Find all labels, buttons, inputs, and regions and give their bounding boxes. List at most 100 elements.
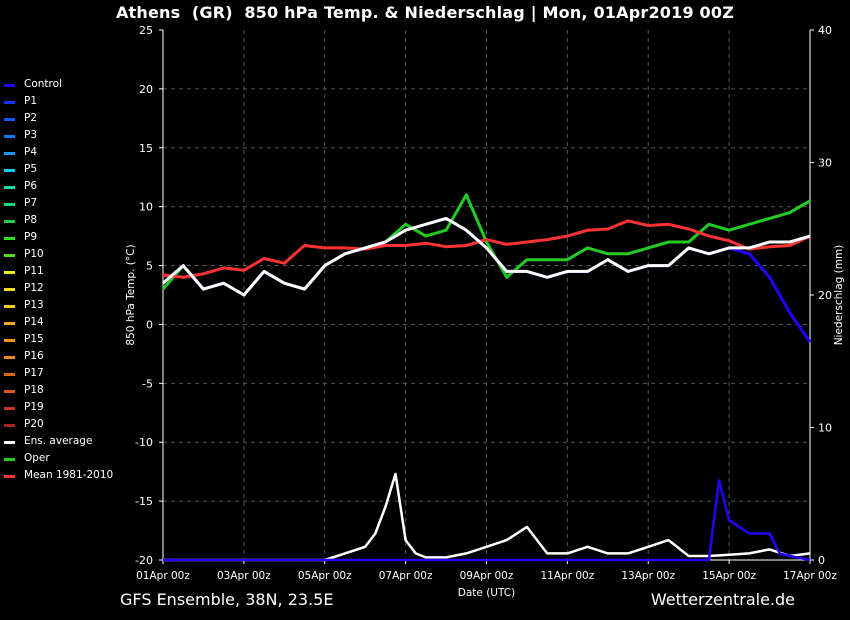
legend-item: P1 (4, 93, 113, 110)
legend-swatch (4, 186, 15, 189)
legend-label: P16 (24, 350, 44, 362)
legend-label: P9 (24, 231, 38, 243)
y2-tick-label: 10 (818, 422, 832, 435)
x-tick-label: 07Apr 00z (379, 570, 433, 582)
legend-label: P19 (24, 401, 44, 413)
y-tick-label: 5 (146, 260, 153, 273)
legend-swatch (4, 254, 15, 257)
x-tick-label: 03Apr 00z (217, 570, 271, 582)
legend-item: P14 (4, 314, 113, 331)
legend-label: P13 (24, 299, 44, 311)
legend-item: P16 (4, 348, 113, 365)
legend-label: P15 (24, 333, 44, 345)
x-tick-label: 11Apr 00z (541, 570, 595, 582)
y-tick-label: 0 (146, 318, 153, 331)
x-tick-label: 13Apr 00z (621, 570, 675, 582)
legend-label: P17 (24, 367, 44, 379)
legend-swatch (4, 220, 15, 223)
legend-item: P15 (4, 331, 113, 348)
legend-item: P5 (4, 161, 113, 178)
legend-swatch (4, 390, 15, 393)
chart-title: Athens (GR) 850 hPa Temp. & Niederschlag… (115, 3, 735, 22)
temp-line-mean-1981-2010 (162, 219, 811, 279)
legend-swatch (4, 135, 15, 138)
legend-label: P8 (24, 214, 38, 226)
source-caption: Wetterzentrale.de (650, 590, 795, 609)
legend-item: P12 (4, 280, 113, 297)
x-tick-label: 09Apr 00z (460, 570, 514, 582)
y-tick-label: 20 (139, 83, 153, 96)
y-tick-label: 10 (139, 201, 153, 214)
legend-label: P3 (24, 129, 38, 141)
legend-label: P18 (24, 384, 44, 396)
legend-label: P5 (24, 163, 38, 175)
legend-label: P14 (24, 316, 44, 328)
legend-item: P3 (4, 127, 113, 144)
legend-label: P4 (24, 146, 38, 158)
legend-swatch (4, 441, 15, 444)
y-tick-label: 25 (139, 24, 153, 37)
y-tick-label: -20 (135, 554, 153, 567)
legend-swatch (4, 322, 15, 325)
legend-item: P9 (4, 229, 113, 246)
y-tick-label: -10 (135, 436, 153, 449)
legend-label: P12 (24, 282, 44, 294)
legend-swatch (4, 237, 15, 240)
legend-label: Ens. average (24, 435, 93, 447)
legend-swatch (4, 118, 15, 121)
legend-swatch (4, 339, 15, 342)
legend-swatch (4, 407, 15, 410)
legend-item: P17 (4, 365, 113, 382)
legend-label: P6 (24, 180, 38, 192)
legend-label: P7 (24, 197, 38, 209)
legend-swatch (4, 458, 15, 461)
y-tick-label: -5 (142, 377, 153, 390)
legend-item: P20 (4, 416, 113, 433)
y-tick-label: 15 (139, 142, 153, 155)
y2-tick-label: 30 (818, 157, 832, 170)
x-tick-label: 05Apr 00z (298, 570, 352, 582)
legend-label: P2 (24, 112, 38, 124)
legend-swatch (4, 305, 15, 308)
legend-item: P2 (4, 110, 113, 127)
y-tick-label: -15 (135, 495, 153, 508)
legend-item: Control (4, 76, 113, 93)
x-tick-label: 17Apr 00z (783, 570, 837, 582)
precip-line-ens-average (163, 472, 811, 562)
legend-swatch (4, 203, 15, 206)
x-axis-label: Date (UTC) (458, 587, 515, 599)
legend-item: P10 (4, 246, 113, 263)
legend-item: Ens. average (4, 433, 113, 450)
legend-item: P19 (4, 399, 113, 416)
legend-item: Oper (4, 450, 113, 467)
legend-swatch (4, 356, 15, 359)
y2-tick-label: 0 (818, 554, 825, 567)
y2-tick-label: 20 (818, 289, 832, 302)
legend-swatch (4, 475, 15, 478)
legend-swatch (4, 288, 15, 291)
legend-item: P4 (4, 144, 113, 161)
legend-swatch (4, 101, 15, 104)
x-tick-label: 15Apr 00z (702, 570, 756, 582)
legend-item: P11 (4, 263, 113, 280)
legend-item: P6 (4, 178, 113, 195)
model-caption: GFS Ensemble, 38N, 23.5E (120, 590, 334, 609)
legend-label: Mean 1981-2010 (24, 469, 114, 481)
legend-swatch (4, 169, 15, 172)
legend-item: P8 (4, 212, 113, 229)
legend-item: P7 (4, 195, 113, 212)
precip-line-control (163, 479, 811, 562)
legend-swatch (4, 152, 15, 155)
legend-item: Mean 1981-2010 (4, 467, 113, 484)
legend-label: Oper (24, 452, 50, 464)
legend-swatch (4, 271, 15, 274)
legend-label: P10 (24, 248, 44, 260)
y2-axis-label: Niederschlag (mm) (833, 245, 845, 346)
legend-label: P11 (24, 265, 44, 277)
legend-swatch (4, 424, 15, 427)
y2-tick-label: 40 (818, 24, 832, 37)
y-axis-label: 850 hPa Temp. (°C) (125, 244, 137, 345)
legend-item: P13 (4, 297, 113, 314)
temp-line-ens-average (162, 216, 811, 297)
legend-label: P20 (24, 418, 44, 430)
